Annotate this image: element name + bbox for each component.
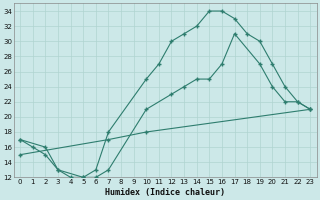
X-axis label: Humidex (Indice chaleur): Humidex (Indice chaleur) (105, 188, 225, 197)
